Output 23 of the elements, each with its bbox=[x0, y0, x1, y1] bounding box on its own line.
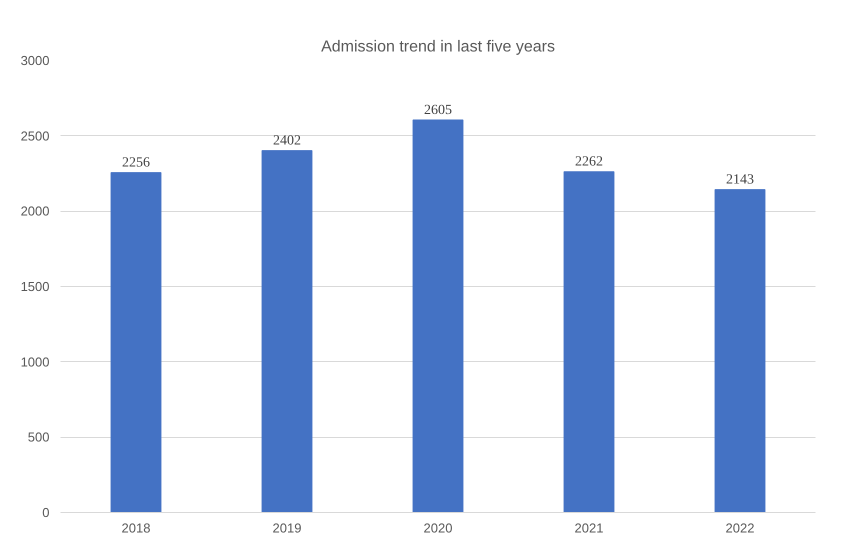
x-tick-label: 2021 bbox=[574, 520, 604, 536]
bar bbox=[714, 189, 766, 512]
data-label: 2605 bbox=[424, 103, 452, 118]
bar bbox=[262, 150, 312, 512]
bar bbox=[564, 171, 614, 512]
y-tick-label: 1500 bbox=[20, 279, 50, 294]
x-tick-label: 2018 bbox=[122, 520, 150, 536]
y-tick-label: 2000 bbox=[20, 204, 50, 219]
bar bbox=[110, 172, 162, 512]
y-tick-label: 0 bbox=[42, 505, 50, 520]
x-tick-label: 2019 bbox=[272, 520, 302, 536]
y-tick-label: 1000 bbox=[20, 354, 50, 370]
x-tick-label: 2022 bbox=[726, 520, 754, 536]
y-tick-label: 3000 bbox=[20, 53, 50, 68]
x-tick-label: 2020 bbox=[424, 520, 452, 536]
chart-title: Admission trend in last five years bbox=[321, 38, 555, 56]
y-tick-label: 500 bbox=[28, 430, 50, 445]
data-label: 2402 bbox=[273, 134, 301, 149]
data-label: 2143 bbox=[726, 172, 754, 188]
y-tick-label: 2500 bbox=[20, 128, 50, 144]
bar bbox=[412, 120, 464, 512]
data-label: 2256 bbox=[122, 156, 150, 171]
data-label: 2262 bbox=[575, 154, 603, 170]
